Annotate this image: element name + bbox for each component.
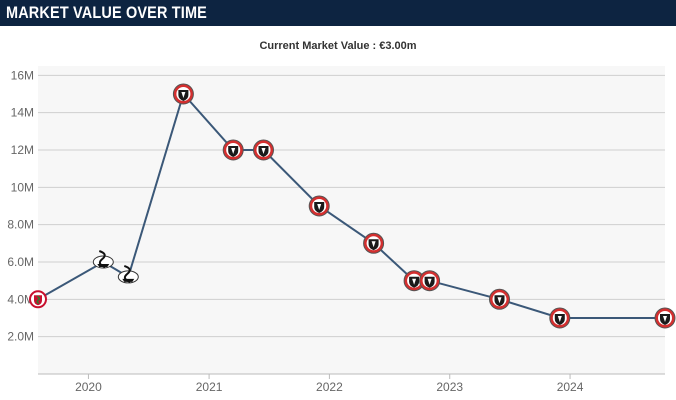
- sheffield-united-crest-icon[interactable]: [222, 139, 244, 161]
- swansea-crest-icon[interactable]: [92, 250, 114, 269]
- y-tick-label: 16M: [11, 68, 34, 82]
- sheffield-united-crest-icon[interactable]: [403, 270, 425, 292]
- swansea-crest-icon[interactable]: [117, 264, 139, 284]
- sheffield-united-crest-icon[interactable]: [419, 270, 441, 292]
- sheffield-united-crest-icon[interactable]: [654, 307, 676, 329]
- sheffield-united-crest-icon[interactable]: [253, 139, 274, 161]
- x-tick-label: 2024: [557, 380, 584, 394]
- liverpool-crest-icon[interactable]: [29, 290, 47, 309]
- sheffield-united-crest-icon[interactable]: [363, 232, 385, 254]
- y-tick-label: 8.0M: [7, 218, 34, 232]
- sheffield-united-crest-icon[interactable]: [172, 83, 194, 105]
- sheffield-united-crest-icon[interactable]: [489, 288, 510, 310]
- header-bar: MARKET VALUE OVER TIME: [0, 0, 676, 26]
- y-tick-label: 10M: [11, 180, 34, 194]
- y-tick-label: 12M: [11, 143, 34, 157]
- y-tick-label: 14M: [11, 106, 34, 120]
- y-tick-label: 2.0M: [7, 330, 34, 344]
- y-tick-label: 4.0M: [7, 292, 34, 306]
- x-tick-label: 2020: [75, 380, 102, 394]
- sheffield-united-crest-icon[interactable]: [308, 195, 330, 217]
- page-title: MARKET VALUE OVER TIME: [6, 3, 207, 22]
- x-tick-label: 2023: [436, 380, 463, 394]
- sheffield-united-crest-icon[interactable]: [549, 307, 571, 329]
- x-tick-label: 2021: [196, 380, 223, 394]
- x-tick-label: 2022: [316, 380, 343, 394]
- current-market-value: Current Market Value : €3.00m: [259, 40, 417, 52]
- y-tick-label: 6.0M: [7, 255, 34, 269]
